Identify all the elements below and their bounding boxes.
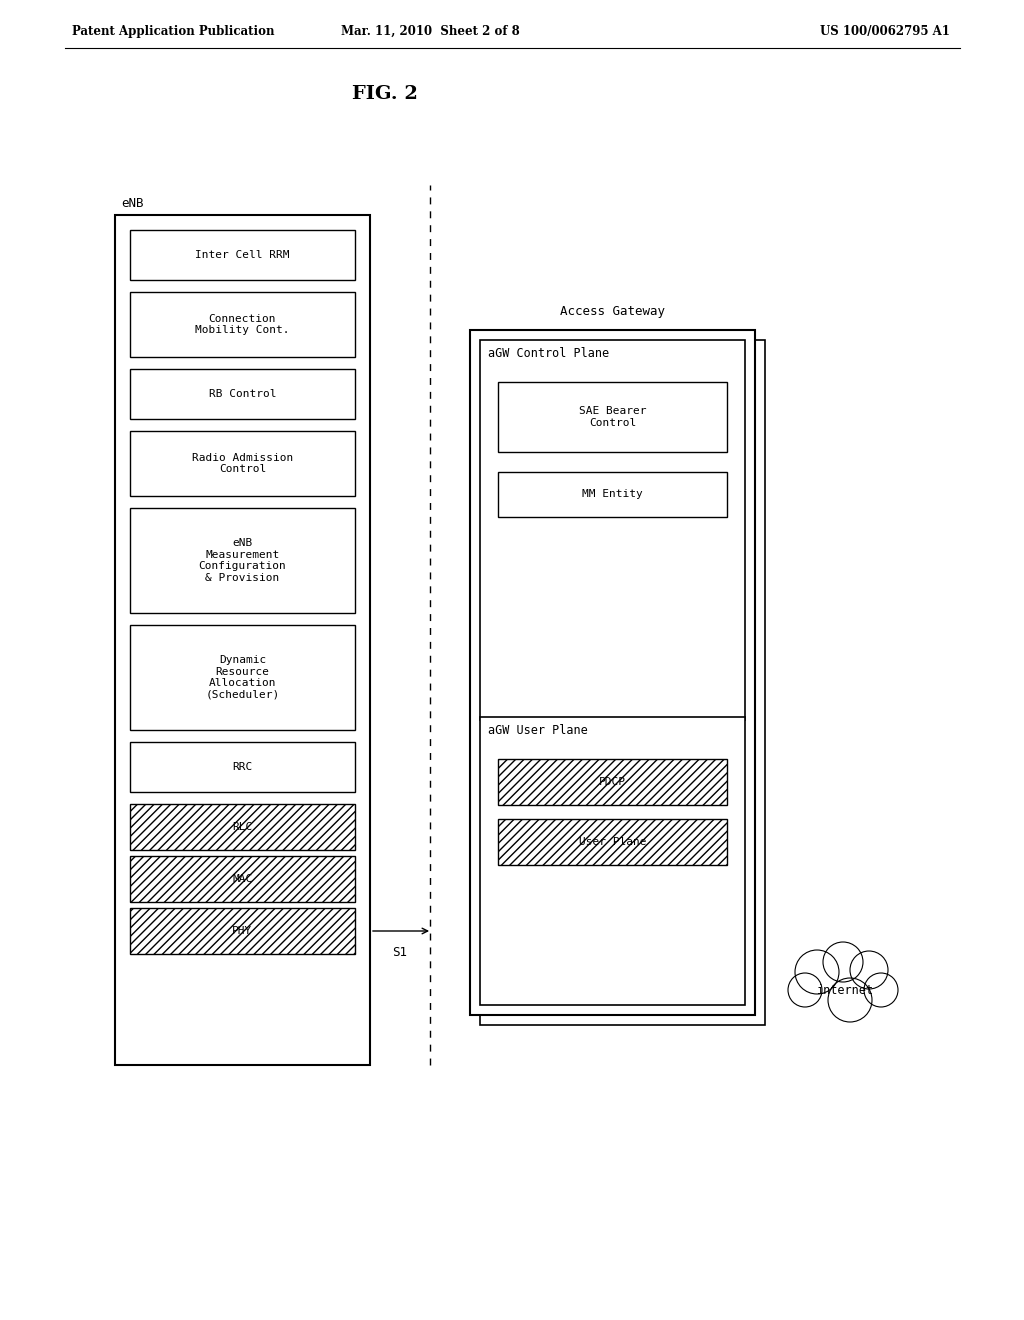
Text: RB Control: RB Control [209,389,276,399]
Bar [130,370,355,418]
Text: Access Gateway: Access Gateway [560,305,665,318]
Bar [498,381,727,451]
Bar [115,215,370,1065]
Bar [480,341,765,1026]
Text: RLC: RLC [232,822,253,832]
Bar [480,341,745,721]
Text: Dynamic
Resource
Allocation
(Scheduler): Dynamic Resource Allocation (Scheduler) [206,655,280,700]
Text: eNB: eNB [121,197,143,210]
Circle shape [823,942,863,982]
Text: aGW User Plane: aGW User Plane [488,725,588,738]
Bar [480,717,745,1005]
Bar [130,432,355,496]
Bar [130,855,355,902]
Text: User Plane: User Plane [579,837,646,847]
Bar [130,742,355,792]
Circle shape [795,950,839,994]
Text: Inter Cell RRM: Inter Cell RRM [196,249,290,260]
Bar [130,624,355,730]
Text: aGW Control Plane: aGW Control Plane [488,347,609,360]
Text: PDCP: PDCP [599,777,626,787]
Bar [130,292,355,356]
Text: Patent Application Publication: Patent Application Publication [72,25,274,38]
Bar [498,759,727,805]
Bar [130,230,355,280]
Bar [130,508,355,612]
Text: US 100/0062795 A1: US 100/0062795 A1 [820,25,950,38]
Bar [470,330,755,1015]
Text: S1: S1 [392,946,408,960]
Text: MAC: MAC [232,874,253,884]
Bar [130,908,355,954]
Circle shape [788,973,822,1007]
Text: SAE Bearer
Control: SAE Bearer Control [579,407,646,428]
Text: internet: internet [816,983,873,997]
Text: FIG. 2: FIG. 2 [352,84,418,103]
Circle shape [828,978,872,1022]
Text: Radio Admission
Control: Radio Admission Control [191,453,293,474]
Bar [498,473,727,517]
Text: RRC: RRC [232,762,253,772]
Bar [498,820,727,866]
Text: PHY: PHY [232,927,253,936]
Text: Mar. 11, 2010  Sheet 2 of 8: Mar. 11, 2010 Sheet 2 of 8 [341,25,519,38]
Bar [130,804,355,850]
Text: Connection
Mobility Cont.: Connection Mobility Cont. [196,314,290,335]
Circle shape [864,973,898,1007]
Text: MM Entity: MM Entity [582,490,643,499]
Text: eNB
Measurement
Configuration
& Provision: eNB Measurement Configuration & Provisio… [199,539,287,583]
Circle shape [850,950,888,989]
